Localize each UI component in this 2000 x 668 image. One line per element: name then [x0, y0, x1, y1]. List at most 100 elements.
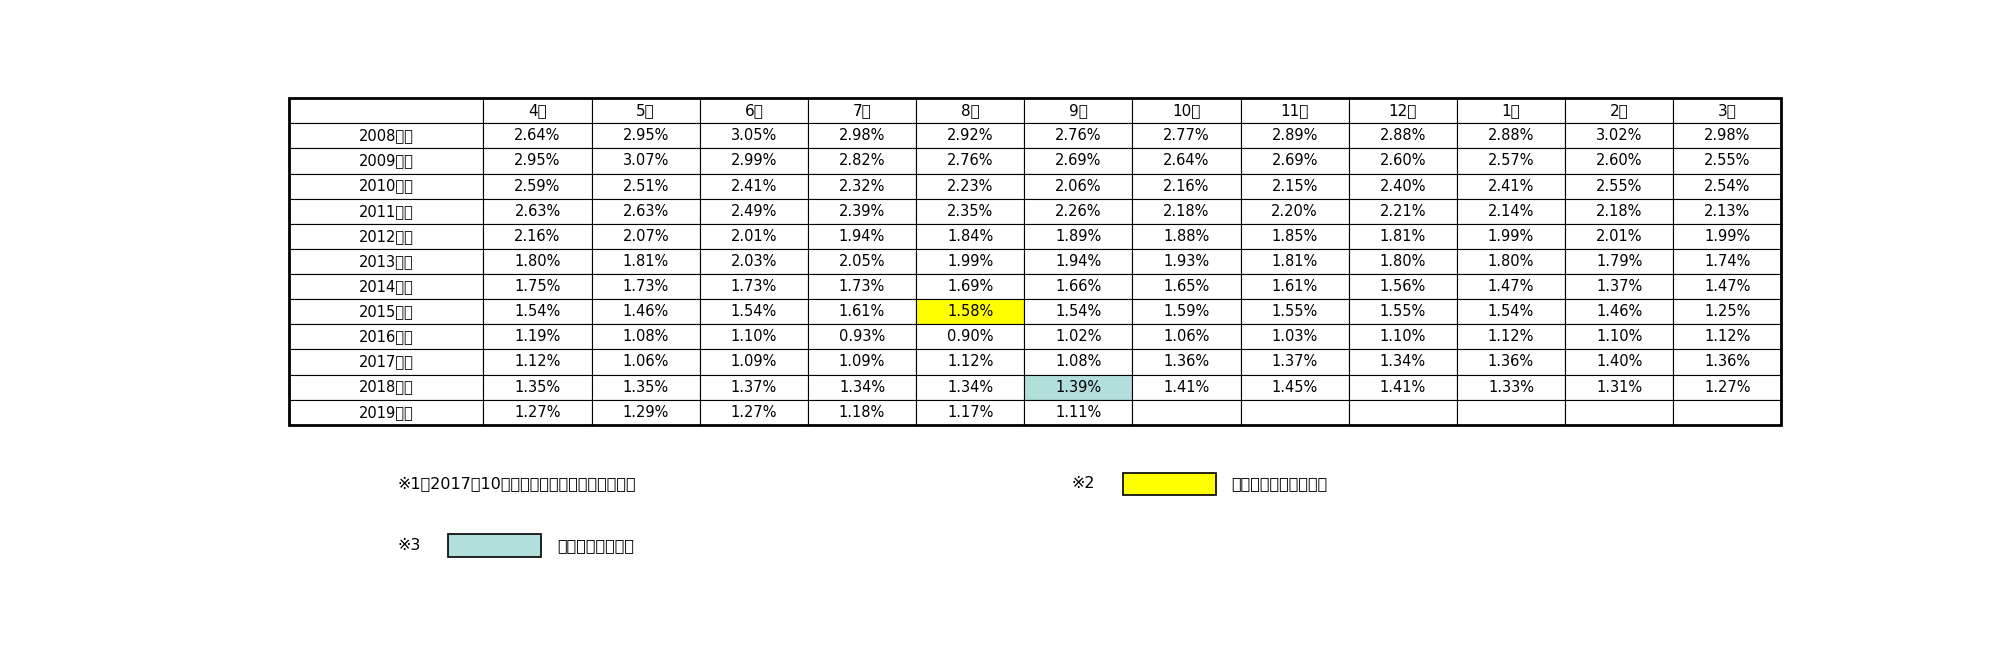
Bar — [808, 375, 916, 399]
Bar — [700, 174, 808, 198]
Text: 2.39%: 2.39% — [838, 204, 886, 218]
Text: 2月: 2月 — [1610, 104, 1628, 118]
Text: ※3: ※3 — [398, 538, 420, 553]
Bar — [1132, 174, 1240, 198]
Bar — [288, 375, 484, 399]
Text: 1.41%: 1.41% — [1164, 379, 1210, 395]
Text: 2013年度: 2013年度 — [358, 254, 414, 269]
Bar — [1566, 198, 1674, 224]
Text: 2.69%: 2.69% — [1272, 154, 1318, 168]
Text: 1.65%: 1.65% — [1164, 279, 1210, 294]
Bar — [1674, 349, 1782, 375]
Text: 1.61%: 1.61% — [838, 304, 886, 319]
Text: 1.34%: 1.34% — [838, 379, 886, 395]
Bar — [592, 249, 700, 274]
Text: 1.93%: 1.93% — [1164, 254, 1210, 269]
Text: 1.27%: 1.27% — [514, 405, 560, 420]
Text: 1.74%: 1.74% — [1704, 254, 1750, 269]
Bar — [808, 98, 916, 124]
Text: 1.06%: 1.06% — [1164, 329, 1210, 344]
Bar — [592, 198, 700, 224]
Bar — [1132, 198, 1240, 224]
Bar — [1024, 174, 1132, 198]
Text: 1.99%: 1.99% — [1488, 229, 1534, 244]
Text: 2.92%: 2.92% — [946, 128, 994, 144]
Bar — [1132, 224, 1240, 249]
Text: 1.10%: 1.10% — [1596, 329, 1642, 344]
Bar — [700, 249, 808, 274]
Bar — [916, 324, 1024, 349]
Text: 1.36%: 1.36% — [1488, 355, 1534, 369]
Text: 1.47%: 1.47% — [1704, 279, 1750, 294]
Text: 0.93%: 0.93% — [838, 329, 886, 344]
Bar — [484, 274, 592, 299]
Bar — [916, 274, 1024, 299]
Text: 2.16%: 2.16% — [514, 229, 560, 244]
Bar — [916, 299, 1024, 324]
Bar — [1240, 174, 1348, 198]
Bar — [1456, 299, 1566, 324]
Text: 2.01%: 2.01% — [730, 229, 778, 244]
Text: 2.63%: 2.63% — [514, 204, 560, 218]
Bar — [484, 399, 592, 425]
Text: 2.82%: 2.82% — [838, 154, 886, 168]
Text: 1.55%: 1.55% — [1272, 304, 1318, 319]
Text: 3.02%: 3.02% — [1596, 128, 1642, 144]
Bar — [1240, 375, 1348, 399]
Text: 1.39%: 1.39% — [1056, 379, 1102, 395]
Text: 1.41%: 1.41% — [1380, 379, 1426, 395]
Text: 1.61%: 1.61% — [1272, 279, 1318, 294]
Text: 2.01%: 2.01% — [1596, 229, 1642, 244]
Bar — [1240, 274, 1348, 299]
Text: 1月: 1月 — [1502, 104, 1520, 118]
Bar — [592, 299, 700, 324]
Text: 1.18%: 1.18% — [838, 405, 886, 420]
Text: 2014年度: 2014年度 — [358, 279, 414, 294]
Bar — [1674, 124, 1782, 148]
Bar — [484, 98, 592, 124]
Bar — [808, 198, 916, 224]
Bar — [484, 198, 592, 224]
Text: 1.08%: 1.08% — [1056, 355, 1102, 369]
Text: 1.10%: 1.10% — [730, 329, 778, 344]
Bar — [1024, 98, 1132, 124]
Bar — [1024, 324, 1132, 349]
Bar — [1456, 174, 1566, 198]
Bar — [288, 399, 484, 425]
Bar — [1348, 124, 1456, 148]
Text: 2016年度: 2016年度 — [358, 329, 414, 344]
Bar — [1456, 399, 1566, 425]
Bar — [1456, 375, 1566, 399]
Text: 2.13%: 2.13% — [1704, 204, 1750, 218]
Bar — [808, 324, 916, 349]
Text: 2008年度: 2008年度 — [358, 128, 414, 144]
Bar — [1240, 124, 1348, 148]
Bar — [700, 299, 808, 324]
Text: 2.18%: 2.18% — [1164, 204, 1210, 218]
Bar — [916, 198, 1024, 224]
Text: 1.73%: 1.73% — [838, 279, 886, 294]
Bar — [1024, 148, 1132, 174]
Text: 2.57%: 2.57% — [1488, 154, 1534, 168]
Bar — [808, 224, 916, 249]
Text: 1.37%: 1.37% — [1596, 279, 1642, 294]
Bar — [592, 98, 700, 124]
Bar — [288, 224, 484, 249]
Text: 1.58%: 1.58% — [948, 304, 994, 319]
Text: 1.36%: 1.36% — [1704, 355, 1750, 369]
Text: 1.47%: 1.47% — [1488, 279, 1534, 294]
Text: 1.79%: 1.79% — [1596, 254, 1642, 269]
Bar — [1024, 198, 1132, 224]
Bar — [1566, 375, 1674, 399]
Bar — [916, 224, 1024, 249]
Text: 6月: 6月 — [744, 104, 764, 118]
Bar — [1348, 399, 1456, 425]
Text: 1.88%: 1.88% — [1164, 229, 1210, 244]
Text: 12月: 12月 — [1388, 104, 1418, 118]
Bar — [1674, 224, 1782, 249]
Text: 2.55%: 2.55% — [1596, 178, 1642, 194]
Text: 1.80%: 1.80% — [514, 254, 560, 269]
Text: 2.20%: 2.20% — [1272, 204, 1318, 218]
Text: は史上最低金利の年月: は史上最低金利の年月 — [1232, 476, 1328, 492]
Bar — [484, 299, 592, 324]
